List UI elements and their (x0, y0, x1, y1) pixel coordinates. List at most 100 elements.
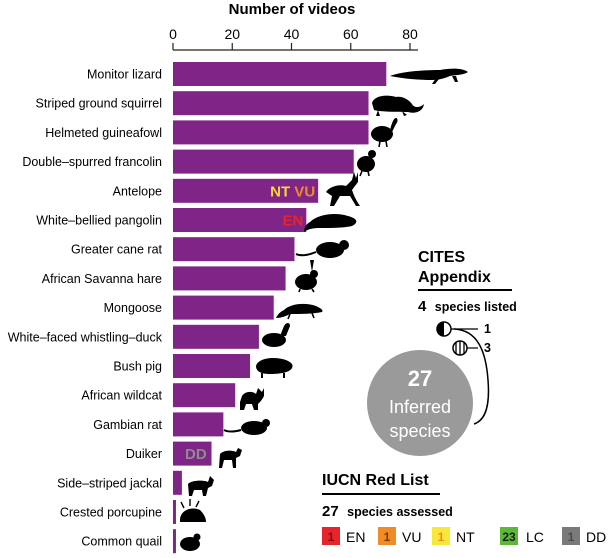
x-tick-label: 60 (343, 26, 359, 42)
bar (173, 208, 307, 232)
bar (173, 237, 295, 262)
cites-count: 4 (418, 298, 427, 315)
status-badge-part: EN (282, 213, 303, 230)
bar (173, 500, 176, 524)
francolin-icon (357, 150, 376, 177)
legend-swatch (378, 527, 396, 545)
porcupine-icon (180, 499, 206, 522)
category-label: Striped ground squirrel (36, 97, 162, 111)
squirrel-icon (372, 95, 424, 116)
iucn-panel: IUCN Red List 27 species assessed 1 EN 1 VU… (322, 472, 606, 545)
bar (173, 383, 236, 408)
iucn-count-line: 27 species assessed (322, 503, 453, 520)
cites-count-label: species listed (435, 300, 517, 314)
bar (173, 149, 354, 174)
category-label: Side–striped jackal (57, 476, 162, 490)
status-badge: EN (282, 213, 303, 230)
bar (173, 529, 176, 554)
bar (173, 295, 274, 320)
category-label: African wildcat (81, 389, 162, 403)
appendix-1-fill (437, 322, 444, 336)
legend-count: 1 (384, 530, 391, 544)
appendix-3-label: 3 (484, 341, 491, 355)
category-label: Monitor lizard (87, 68, 162, 82)
legend-label: DD (586, 529, 606, 545)
category-label: Gambian rat (93, 418, 162, 432)
category-label: Common quail (81, 535, 162, 549)
status-badge: NT VU (270, 183, 315, 200)
legend-count: 1 (438, 530, 445, 544)
category-label: White–faced whistling–duck (8, 330, 163, 344)
inferred-count: 27 (408, 366, 432, 391)
wildcat-icon (240, 388, 264, 410)
appendix-3-lines (455, 341, 465, 355)
status-badge: DD (185, 446, 207, 463)
bar (173, 441, 212, 466)
pangolin-icon (304, 214, 357, 232)
legend-swatch (432, 527, 450, 545)
legend-swatch (562, 527, 580, 545)
bar (173, 470, 182, 495)
bar (173, 120, 369, 145)
cites-panel: CITES Appendix 4 species listed 1 3 27 I… (367, 249, 517, 456)
jackal-icon (188, 476, 214, 496)
bar (173, 266, 286, 291)
hare-icon (295, 260, 318, 293)
duck-icon (262, 323, 290, 347)
legend-label: VU (402, 529, 421, 545)
legend-label: LC (526, 529, 544, 545)
category-label: Duiker (126, 447, 162, 461)
legend-count: 1 (568, 530, 575, 544)
iucn-count-label: species assessed (347, 505, 453, 519)
x-tick-label: 80 (402, 26, 418, 42)
antelope-icon (326, 172, 360, 206)
cites-subtitle: Appendix (418, 269, 491, 286)
category-label: African Savanna hare (42, 272, 162, 286)
status-badge-part: VU (290, 183, 315, 200)
x-tick-label: 0 (169, 26, 177, 42)
iucn-title: IUCN Red List (322, 472, 429, 489)
category-label: Bush pig (113, 360, 162, 374)
quail-icon (180, 533, 201, 551)
bar (173, 412, 224, 437)
cane-rat-icon (295, 240, 349, 258)
bar (173, 354, 251, 378)
status-badge-part: NT (270, 183, 290, 200)
category-label: White–bellied pangolin (36, 214, 162, 228)
iucn-count: 27 (322, 503, 339, 520)
cites-title: CITES (418, 249, 465, 266)
x-tick-label: 40 (284, 26, 300, 42)
legend-count: 1 (328, 530, 335, 544)
bar (173, 62, 387, 86)
bar (173, 324, 259, 349)
legend-label: NT (456, 529, 475, 545)
category-label: Double–spurred francolin (22, 155, 162, 169)
bar (173, 91, 369, 116)
legend-swatch (500, 527, 518, 545)
mongoose-icon (276, 303, 323, 320)
inferred-species-circle (367, 350, 473, 456)
monitor-lizard-icon (390, 68, 468, 84)
chart-title: Number of videos (229, 1, 356, 18)
legend-count: 23 (502, 530, 516, 544)
appendix-1-label: 1 (484, 322, 491, 336)
category-label: Helmeted guineafowl (45, 126, 162, 140)
category-label: Mongoose (104, 301, 162, 315)
inferred-line1: Inferred (389, 397, 451, 417)
bush-pig-icon (256, 358, 293, 378)
category-label: Greater cane rat (71, 243, 163, 257)
category-label: Antelope (113, 184, 162, 198)
duiker-icon (219, 448, 242, 468)
inferred-line2: species (389, 421, 450, 441)
category-label: Crested porcupine (60, 506, 162, 520)
legend-swatch (322, 527, 340, 545)
cites-connector (453, 328, 490, 425)
guineafowl-icon (371, 118, 398, 148)
x-tick-label: 20 (224, 26, 240, 42)
gambian-rat-icon (223, 419, 270, 435)
status-badge-part: DD (185, 446, 207, 463)
bar (173, 178, 319, 203)
legend-label: EN (346, 529, 365, 545)
cites-count-line: 4 species listed (418, 298, 517, 315)
